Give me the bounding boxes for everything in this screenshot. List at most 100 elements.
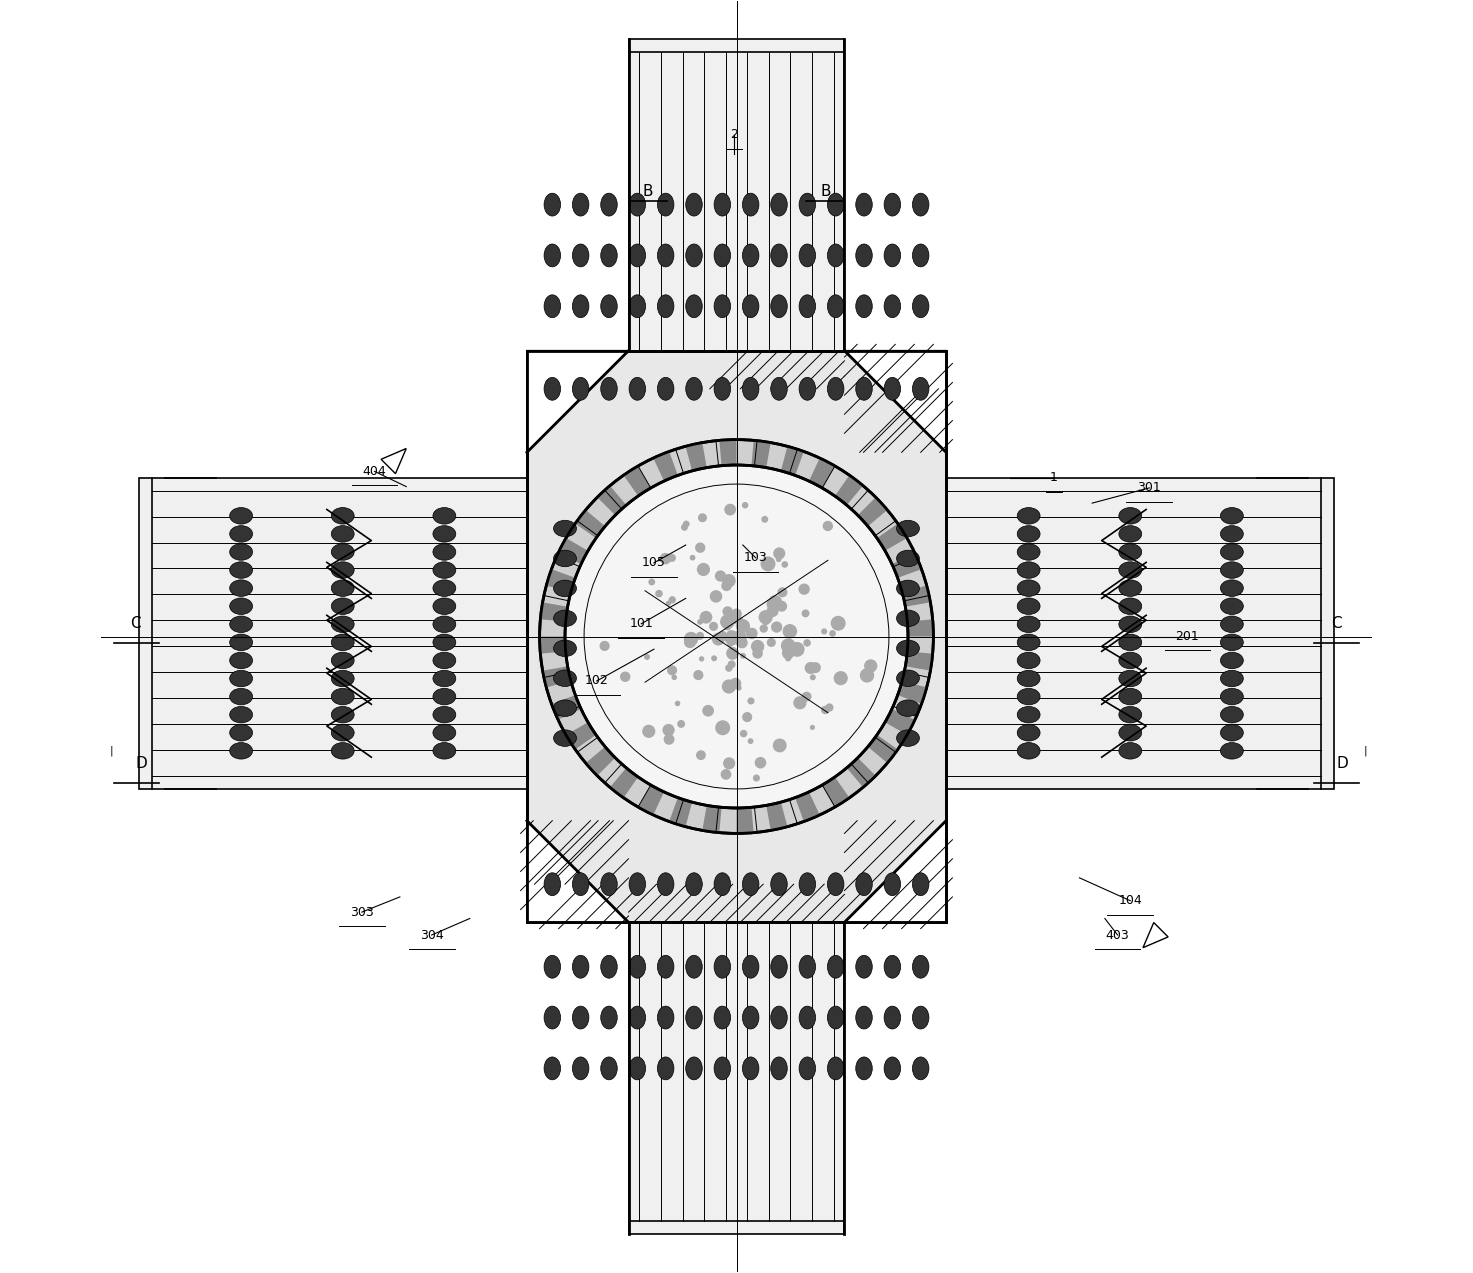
- Circle shape: [801, 691, 812, 701]
- Circle shape: [726, 647, 739, 659]
- Polygon shape: [751, 440, 770, 467]
- Ellipse shape: [554, 610, 576, 626]
- Circle shape: [666, 601, 672, 606]
- Ellipse shape: [1221, 508, 1243, 524]
- Ellipse shape: [742, 1057, 759, 1080]
- Text: 1: 1: [1050, 471, 1058, 484]
- Polygon shape: [527, 350, 629, 452]
- Circle shape: [736, 619, 750, 633]
- Circle shape: [739, 729, 747, 737]
- Polygon shape: [809, 458, 835, 488]
- Polygon shape: [566, 722, 597, 750]
- Circle shape: [770, 621, 782, 633]
- Polygon shape: [610, 768, 638, 798]
- Ellipse shape: [1221, 652, 1243, 668]
- Text: 104: 104: [1118, 894, 1142, 908]
- Ellipse shape: [912, 1006, 929, 1029]
- Bar: [946, 477, 1333, 789]
- Circle shape: [860, 668, 873, 682]
- Circle shape: [731, 631, 742, 643]
- Ellipse shape: [573, 295, 589, 318]
- Ellipse shape: [433, 580, 455, 596]
- Circle shape: [681, 523, 688, 531]
- Circle shape: [723, 757, 735, 769]
- Circle shape: [829, 630, 835, 636]
- Ellipse shape: [798, 1006, 816, 1029]
- Polygon shape: [597, 486, 626, 516]
- Polygon shape: [876, 523, 907, 551]
- Ellipse shape: [629, 1006, 645, 1029]
- Ellipse shape: [1018, 671, 1040, 686]
- Circle shape: [762, 617, 770, 625]
- Circle shape: [728, 661, 735, 668]
- Circle shape: [675, 700, 681, 707]
- Circle shape: [736, 635, 744, 643]
- Ellipse shape: [856, 193, 872, 216]
- Circle shape: [717, 631, 728, 640]
- Circle shape: [760, 624, 767, 633]
- Ellipse shape: [770, 377, 787, 400]
- Circle shape: [759, 610, 773, 624]
- Ellipse shape: [629, 244, 645, 267]
- Ellipse shape: [433, 652, 455, 668]
- Ellipse shape: [657, 955, 675, 978]
- Circle shape: [663, 724, 675, 736]
- Ellipse shape: [714, 295, 731, 318]
- Polygon shape: [586, 747, 616, 775]
- Circle shape: [742, 502, 748, 508]
- Polygon shape: [685, 443, 707, 471]
- Circle shape: [773, 738, 787, 752]
- Circle shape: [666, 737, 673, 743]
- Ellipse shape: [601, 873, 617, 896]
- Ellipse shape: [897, 610, 919, 626]
- Ellipse shape: [331, 724, 354, 741]
- Circle shape: [709, 621, 719, 631]
- Ellipse shape: [544, 955, 561, 978]
- Ellipse shape: [912, 873, 929, 896]
- Ellipse shape: [828, 1006, 844, 1029]
- Circle shape: [803, 639, 810, 647]
- Circle shape: [694, 670, 704, 680]
- Polygon shape: [835, 475, 863, 505]
- Polygon shape: [897, 681, 927, 704]
- Ellipse shape: [798, 295, 816, 318]
- Bar: [629, 923, 844, 1234]
- Circle shape: [773, 547, 785, 559]
- Ellipse shape: [856, 873, 872, 896]
- Ellipse shape: [686, 377, 703, 400]
- Ellipse shape: [1018, 526, 1040, 542]
- Ellipse shape: [714, 244, 731, 267]
- Ellipse shape: [742, 295, 759, 318]
- Ellipse shape: [554, 640, 576, 657]
- Ellipse shape: [1119, 544, 1142, 560]
- Polygon shape: [844, 350, 946, 452]
- Ellipse shape: [1119, 508, 1142, 524]
- Ellipse shape: [554, 580, 576, 597]
- Ellipse shape: [433, 634, 455, 651]
- Circle shape: [720, 615, 735, 629]
- Circle shape: [729, 677, 741, 690]
- Circle shape: [790, 642, 804, 657]
- Ellipse shape: [629, 193, 645, 216]
- Circle shape: [642, 724, 655, 738]
- Ellipse shape: [554, 670, 576, 686]
- Circle shape: [695, 631, 704, 640]
- Circle shape: [722, 680, 736, 694]
- Ellipse shape: [230, 598, 252, 615]
- Ellipse shape: [828, 1057, 844, 1080]
- Circle shape: [660, 552, 672, 564]
- Ellipse shape: [657, 1006, 675, 1029]
- Ellipse shape: [912, 955, 929, 978]
- Ellipse shape: [573, 244, 589, 267]
- Ellipse shape: [1119, 634, 1142, 651]
- Ellipse shape: [601, 377, 617, 400]
- Text: D: D: [1336, 756, 1348, 771]
- Ellipse shape: [544, 873, 561, 896]
- Polygon shape: [907, 620, 934, 636]
- Polygon shape: [542, 666, 572, 687]
- Ellipse shape: [1119, 652, 1142, 668]
- Polygon shape: [844, 821, 946, 923]
- Ellipse shape: [331, 544, 354, 560]
- Ellipse shape: [331, 526, 354, 542]
- Ellipse shape: [544, 193, 561, 216]
